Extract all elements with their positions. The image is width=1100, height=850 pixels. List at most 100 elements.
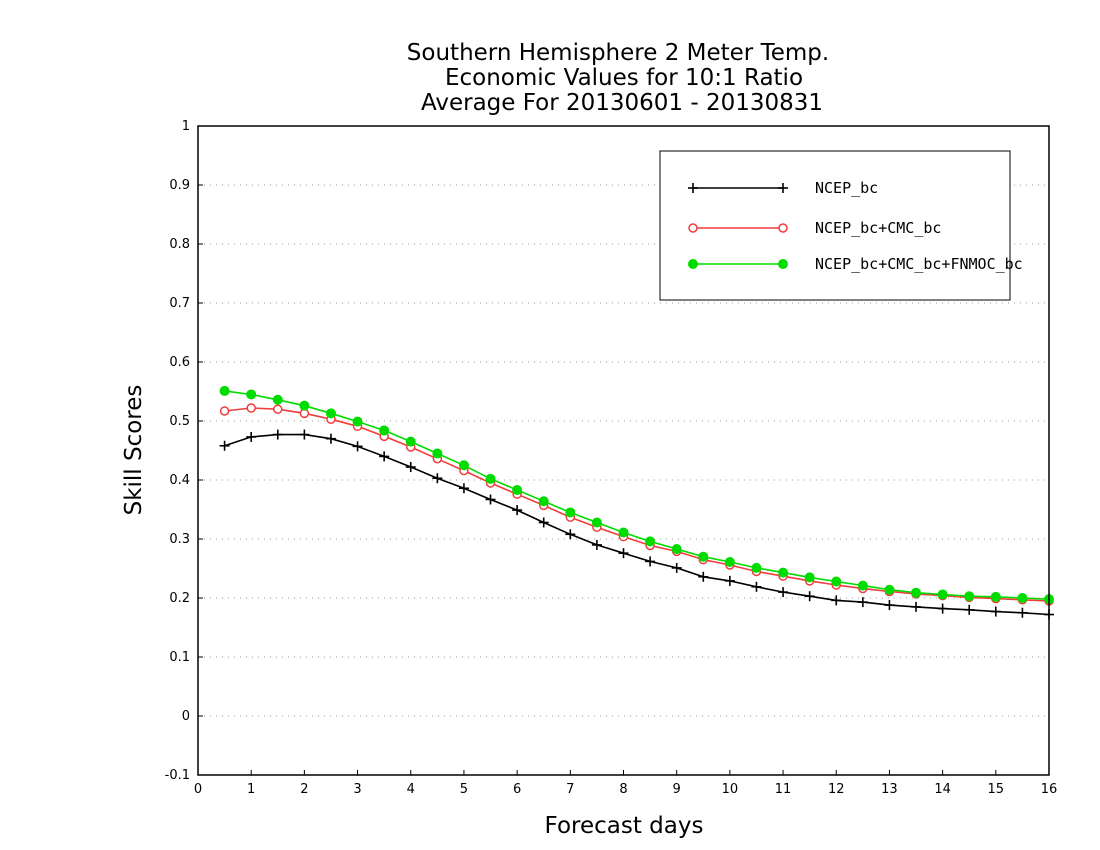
data-point [857, 580, 868, 591]
x-tick-label: 12 [828, 782, 845, 797]
data-point [219, 440, 230, 451]
x-tick-label: 1 [247, 782, 255, 797]
data-point [219, 385, 230, 396]
x-tick-label: 5 [460, 782, 468, 797]
x-tick-label: 0 [194, 782, 202, 797]
legend-entry: NCEP_bc+CMC_bc [688, 219, 941, 237]
data-point [246, 389, 257, 400]
y-tick-label: 0.6 [169, 355, 190, 370]
data-point [246, 431, 257, 442]
data-point [724, 557, 735, 568]
data-point [299, 429, 310, 440]
title-line-1: Southern Hemisphere 2 Meter Temp. [407, 40, 829, 66]
data-point [1017, 593, 1028, 603]
legend-entry: NCEP_bc [688, 179, 878, 197]
x-tick-label: 10 [722, 782, 739, 797]
legend-marker [778, 223, 788, 233]
data-point [857, 597, 868, 608]
data-point [565, 529, 576, 540]
legend-label: NCEP_bc [815, 179, 878, 197]
series-line [224, 433, 1050, 616]
y-tick-label: 0.4 [169, 473, 190, 488]
legend-marker [778, 183, 788, 193]
data-point [512, 505, 523, 516]
series-1 [219, 429, 1054, 620]
data-point [379, 425, 390, 436]
data-point [618, 548, 629, 559]
legend: NCEP_bc NCEP_bc+CMC_bc NCEP_bc+CMC_bc+FNMO… [659, 150, 1023, 301]
x-axis-ticks: 0 1 2 3 4 5 6 7 8 9 10 11 12 13 14 15 16 [194, 770, 1057, 797]
title-line-3: Average For 20130601 - 20130831 [421, 90, 823, 116]
data-point [698, 551, 709, 562]
data-point [325, 408, 336, 419]
data-point [911, 587, 922, 598]
x-tick-label: 7 [566, 782, 574, 797]
data-point [698, 571, 709, 582]
series-line [224, 407, 1050, 602]
data-point [671, 544, 682, 555]
data-point [246, 403, 256, 413]
data-point [565, 507, 576, 518]
data-point [405, 462, 416, 473]
data-point [352, 416, 363, 427]
data-point [325, 433, 336, 444]
data-point [299, 400, 310, 411]
data-point [778, 587, 789, 598]
data-point [671, 562, 682, 573]
data-point [831, 576, 842, 587]
data-point [964, 604, 975, 615]
data-point [1017, 607, 1028, 618]
x-tick-label: 3 [353, 782, 361, 797]
data-point [804, 572, 815, 583]
data-point [512, 485, 523, 496]
y-tick-label: 0.3 [169, 532, 190, 547]
legend-marker [688, 223, 698, 233]
legend-entries: NCEP_bc NCEP_bc+CMC_bc NCEP_bc+CMC_bc+FNMO… [688, 179, 1023, 273]
y-tick-label: 0.9 [169, 178, 190, 193]
data-point [990, 591, 1001, 602]
legend-entry: NCEP_bc+CMC_bc+FNMOC_bc [688, 255, 1023, 273]
y-axis-ticks: -0.1 0 0.1 0.2 0.3 0.4 0.5 0.6 0.7 0.8 0.9 1 [165, 119, 203, 783]
data-point [405, 436, 416, 447]
x-axis-label: Forecast days [545, 813, 704, 839]
x-tick-label: 2 [300, 782, 308, 797]
x-tick-label: 14 [934, 782, 951, 797]
data-point [804, 591, 815, 602]
x-tick-label: 9 [673, 782, 681, 797]
data-point [485, 494, 496, 505]
y-tick-label: 0.1 [169, 650, 190, 665]
data-point [645, 556, 656, 567]
legend-box [659, 150, 1011, 301]
data-point [911, 601, 922, 612]
data-point [937, 603, 948, 614]
data-point [591, 517, 602, 528]
data-point [379, 451, 390, 462]
y-axis-label: Skill Scores [121, 385, 147, 516]
y-tick-label: 0.2 [169, 591, 190, 606]
legend-marker [778, 259, 788, 269]
data-point [272, 394, 283, 405]
data-point [751, 581, 762, 592]
data-point [937, 589, 948, 600]
legend-marker [688, 183, 698, 193]
x-tick-label: 16 [1041, 782, 1058, 797]
y-tick-label: 1 [182, 119, 190, 134]
data-point [990, 606, 1001, 617]
x-tick-label: 8 [619, 782, 627, 797]
data-point [432, 448, 443, 459]
data-point [272, 429, 283, 440]
x-tick-label: 6 [513, 782, 521, 797]
data-point [273, 404, 283, 414]
legend-marker [688, 259, 698, 269]
x-tick-label: 13 [881, 782, 898, 797]
data-point [485, 473, 496, 484]
x-tick-label: 11 [775, 782, 792, 797]
series-layer [219, 385, 1054, 620]
y-tick-label: -0.1 [165, 768, 190, 783]
data-point [751, 562, 762, 573]
series-3 [219, 385, 1054, 605]
data-point [591, 539, 602, 550]
chart-title: Southern Hemisphere 2 Meter Temp. Econom… [407, 40, 829, 116]
x-tick-label: 15 [988, 782, 1005, 797]
